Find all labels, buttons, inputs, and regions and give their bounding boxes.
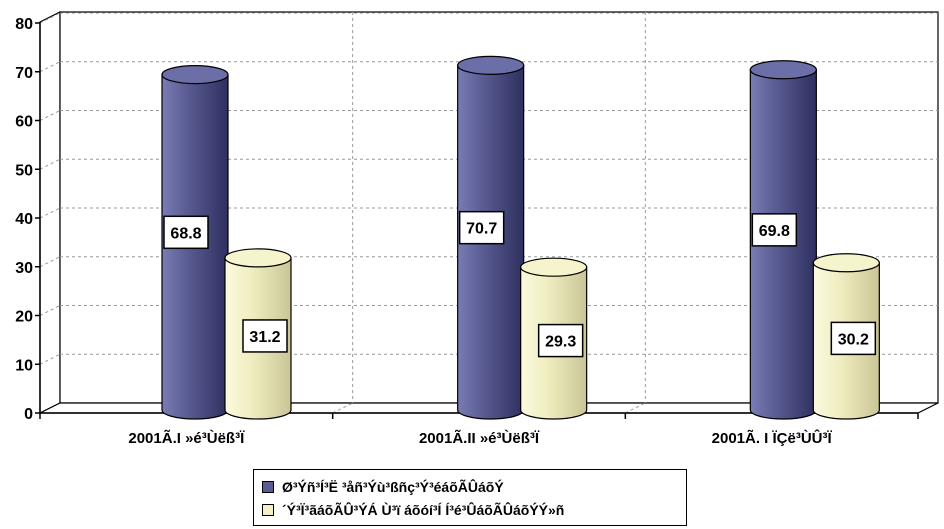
gridline-side bbox=[39, 12, 61, 24]
y-tick-label: 30 bbox=[15, 260, 33, 277]
cylinder-top bbox=[812, 253, 880, 273]
data-label: 30.2 bbox=[830, 321, 877, 356]
x-category-label: 2001Ã.II »é³Ùëß³Ï bbox=[419, 429, 540, 447]
y-tick-label: 50 bbox=[15, 162, 33, 179]
data-label: 68.8 bbox=[163, 215, 209, 250]
legend: Ø³Ýñ³Í³Ë ³åñ³Ýù³ßñç³Ý³éáõÃÛáõÝ ´Ý³Ï³ãáõÃ… bbox=[253, 469, 687, 526]
gridline-side bbox=[39, 305, 61, 316]
data-label-box bbox=[163, 215, 209, 250]
y-tick-label: 70 bbox=[15, 65, 33, 82]
y-axis-ticks: 0 10 20 30 40 50 60 70 80 bbox=[15, 16, 40, 423]
legend-swatch-series-1 bbox=[262, 481, 274, 493]
data-label-box bbox=[751, 213, 798, 247]
gridline-side bbox=[39, 158, 61, 170]
y-tick-label: 0 bbox=[24, 406, 33, 423]
bar-chart: 0 10 20 30 40 50 60 70 80 68.8 70.7 69.8 31.2 29.3 30… bbox=[15, 11, 939, 447]
legend-item-series-1: Ø³Ýñ³Í³Ë ³åñ³Ýù³ßñç³Ý³éáõÃÛáõÝ bbox=[262, 476, 504, 498]
y-tick-label: 60 bbox=[15, 114, 33, 131]
side-wall bbox=[39, 11, 61, 414]
y-tick-label: 10 bbox=[15, 357, 33, 374]
gridline-floor bbox=[625, 402, 646, 414]
legend-item-series-2: ´Ý³Ï³ãáõÃÛ³ÝÁ Ù³ï áõóí³Í Í³é³ÛáõÃÛáõÝÝ»ñ bbox=[262, 499, 564, 521]
legend-label-series-1: Ø³Ýñ³Í³Ë ³åñ³Ýù³ßñç³Ý³éáõÃÛáõÝ bbox=[282, 479, 504, 495]
y-tick-label: 20 bbox=[15, 309, 33, 326]
data-label-text: 70.7 bbox=[466, 221, 497, 238]
gridline-side bbox=[39, 110, 61, 121]
data-labels: 68.8 70.7 69.8 31.2 29.3 30.2 bbox=[163, 210, 877, 358]
gridline-floor bbox=[332, 402, 353, 414]
gridline-side bbox=[39, 207, 61, 219]
y-tick-label: 40 bbox=[15, 211, 33, 228]
cylinder-top bbox=[224, 248, 292, 268]
data-label-box bbox=[537, 323, 584, 358]
data-label: 31.2 bbox=[242, 319, 288, 353]
data-label-box bbox=[830, 321, 877, 356]
x-category-label: 2001Ã. I ÏÇë³ÙÛ³Ï bbox=[712, 429, 833, 447]
y-tick-label: 80 bbox=[15, 16, 33, 33]
cylinder-top bbox=[161, 64, 229, 85]
data-label-text: 69.8 bbox=[759, 223, 790, 240]
data-label: 70.7 bbox=[458, 210, 505, 245]
gridline-side bbox=[39, 353, 61, 365]
data-label-text: 29.3 bbox=[545, 334, 576, 351]
data-label-text: 68.8 bbox=[170, 225, 201, 242]
gridline-side bbox=[39, 256, 61, 268]
data-label: 69.8 bbox=[751, 213, 798, 247]
data-label-box bbox=[242, 319, 288, 353]
category-labels: 2001Ã.I »é³Ùëß³Ï 2001Ã.II »é³Ùëß³Ï 2001Ã. … bbox=[128, 429, 832, 447]
legend-label-series-2: ´Ý³Ï³ãáõÃÛ³ÝÁ Ù³ï áõóí³Í Í³é³ÛáõÃÛáõÝÝ»ñ bbox=[282, 502, 565, 518]
cylinder-top bbox=[520, 257, 588, 277]
data-label-box bbox=[458, 210, 505, 245]
data-label: 29.3 bbox=[537, 323, 584, 358]
legend-swatch-series-2 bbox=[262, 504, 274, 516]
cylinder-top bbox=[749, 60, 817, 80]
x-category-label: 2001Ã.I »é³Ùëß³Ï bbox=[128, 429, 245, 447]
bars bbox=[161, 55, 880, 420]
cylinder-top bbox=[457, 55, 525, 75]
data-label-text: 30.2 bbox=[838, 331, 869, 348]
gridline-side bbox=[39, 61, 61, 73]
data-label-text: 31.2 bbox=[249, 329, 280, 346]
